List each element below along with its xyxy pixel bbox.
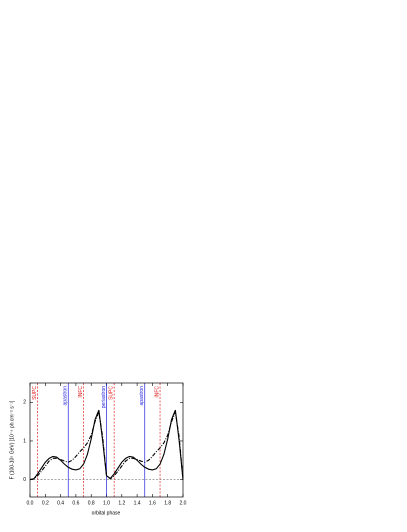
phase-marker-label: INFC	[154, 386, 160, 398]
y-axis-label: F (100-10⁵ GeV) [10⁻⁹ ph cm⁻² s⁻¹]	[9, 400, 15, 479]
x-tick-label: 1.4	[134, 500, 141, 506]
phase-marker-label: SUPC	[32, 386, 38, 400]
y-tick-label: 0	[23, 477, 26, 483]
x-tick-label: 0.0	[27, 500, 34, 506]
y-tick-label: 1	[23, 438, 26, 444]
x-tick-label: 0.4	[57, 500, 64, 506]
phase-marker-label: INFC	[78, 386, 84, 398]
x-tick-label: 0.2	[42, 500, 49, 506]
x-tick-label: 1.6	[149, 500, 156, 506]
x-tick-label: 0.6	[72, 500, 79, 506]
phase-marker-label: periastron	[101, 386, 107, 408]
y-tick-label: 2	[23, 400, 26, 406]
x-tick-label: 1.8	[164, 500, 171, 506]
plot-frame	[29, 382, 184, 498]
x-tick-label: 0.8	[88, 500, 95, 506]
data-line	[29, 409, 184, 481]
phase-marker-label: apastron	[63, 386, 69, 406]
x-tick-label: 2.0	[180, 500, 187, 506]
data-line	[29, 409, 184, 481]
phase-marker-label: SUPC	[108, 386, 114, 400]
x-tick-label: 1.2	[118, 500, 125, 506]
phase-marker-label: apastron	[139, 386, 145, 406]
x-tick-label: 1.0	[103, 500, 110, 506]
x-axis-label: orbital phase	[92, 510, 121, 516]
